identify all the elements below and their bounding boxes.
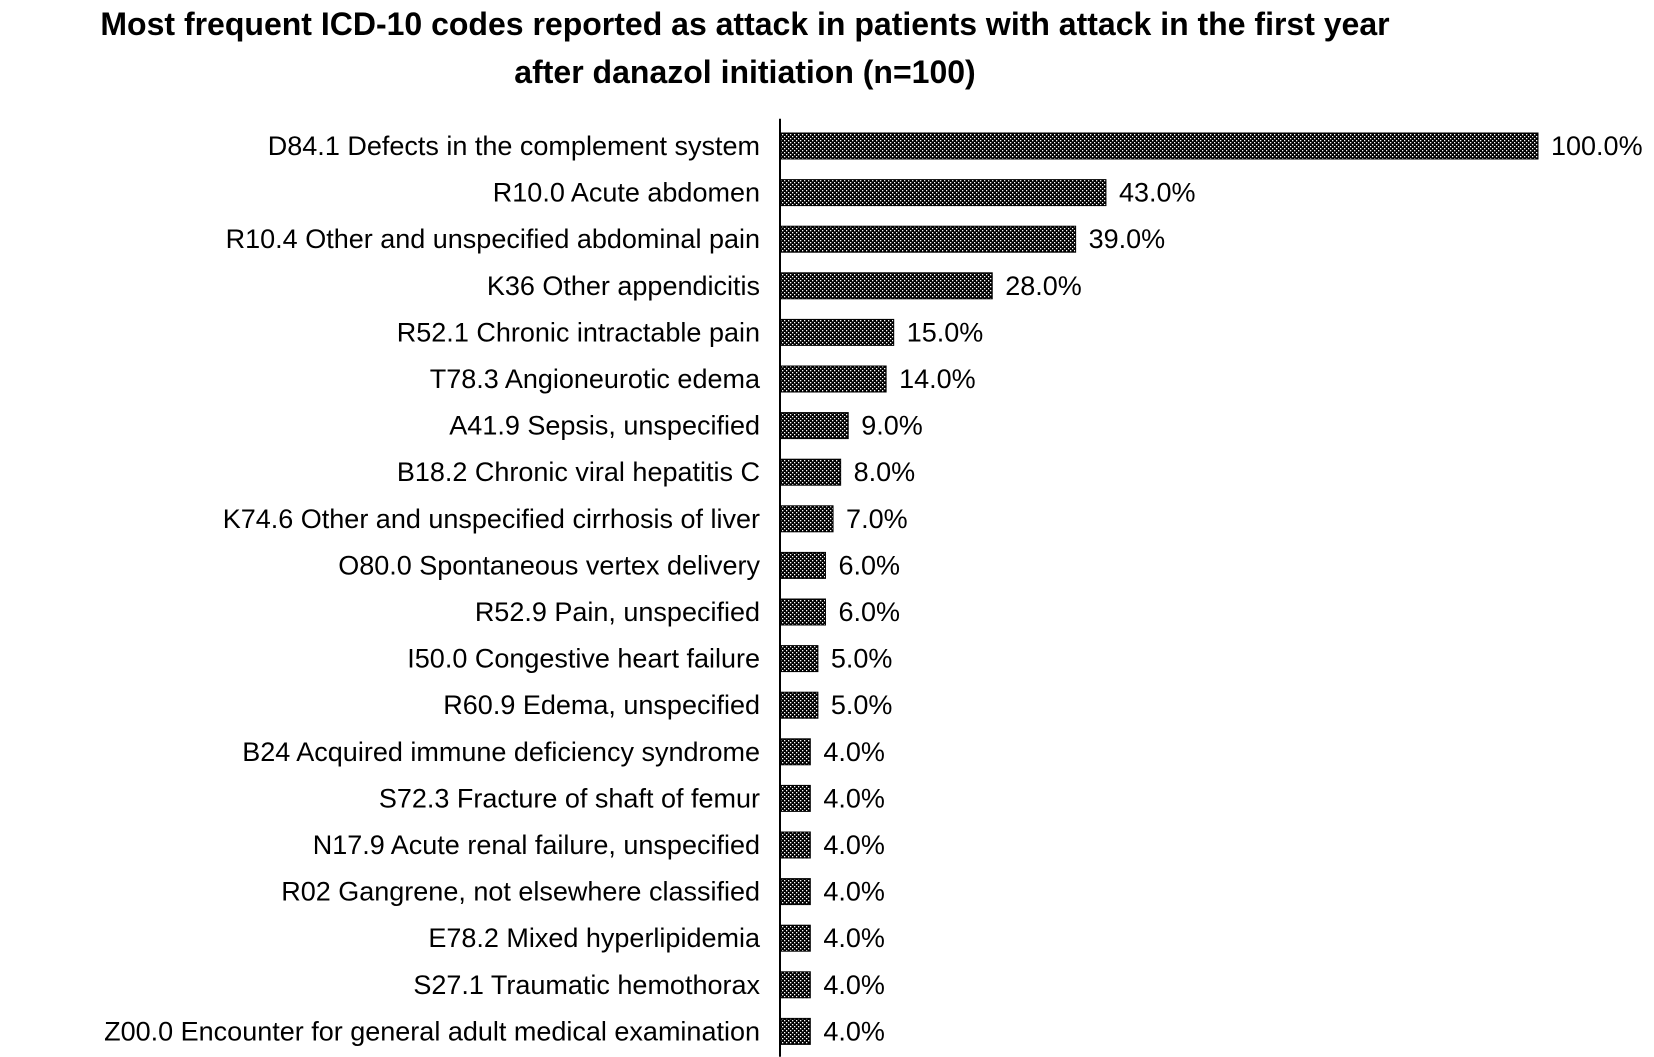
category-label: D84.1 Defects in the complement system [268, 131, 760, 161]
category-label: T78.3 Angioneurotic edema [430, 364, 761, 394]
bars-group [779, 132, 1539, 1045]
value-label: 4.0% [823, 1016, 885, 1046]
bar [779, 645, 819, 673]
bar [779, 505, 834, 533]
value-label: 5.0% [831, 690, 893, 720]
category-label: A41.9 Sepsis, unspecified [449, 411, 760, 441]
category-label: Z00.0 Encounter for general adult medica… [104, 1016, 760, 1046]
category-label: B24 Acquired immune deficiency syndrome [242, 737, 760, 767]
bar [779, 458, 842, 486]
value-label: 4.0% [823, 877, 885, 907]
category-label: R60.9 Edema, unspecified [443, 690, 760, 720]
bar [779, 924, 811, 952]
bar [779, 551, 826, 579]
category-labels-group: D84.1 Defects in the complement system R1… [104, 131, 761, 1046]
category-label: S72.3 Fracture of shaft of femur [379, 783, 760, 813]
value-label: 43.0% [1119, 178, 1196, 208]
category-label: B18.2 Chronic viral hepatitis C [397, 457, 760, 487]
category-label: I50.0 Congestive heart failure [407, 644, 760, 674]
category-label: R10.0 Acute abdomen [493, 178, 760, 208]
category-label: O80.0 Spontaneous vertex delivery [338, 550, 760, 580]
value-label: 4.0% [823, 830, 885, 860]
chart-title-line-1: Most frequent ICD-10 codes reported as a… [100, 6, 1390, 42]
bar [779, 272, 993, 300]
category-label: R52.9 Pain, unspecified [475, 597, 760, 627]
value-label: 28.0% [1005, 271, 1082, 301]
bar [779, 318, 895, 346]
bar [779, 1017, 811, 1045]
value-label: 14.0% [899, 364, 976, 394]
value-label: 6.0% [838, 597, 900, 627]
value-label: 4.0% [823, 737, 885, 767]
chart-title-line-2: after danazol initiation (n=100) [514, 54, 976, 90]
value-label: 6.0% [838, 550, 900, 580]
value-labels-group: 100.0% 43.0% 39.0%28.0% 15.0% 14.0% 9.0% 8.0% 7… [823, 131, 1642, 1046]
value-label: 4.0% [823, 783, 885, 813]
category-label: K74.6 Other and unspecified cirrhosis of… [223, 504, 760, 534]
chart-title: Most frequent ICD-10 codes reported as a… [0, 0, 1490, 96]
category-label: E78.2 Mixed hyperlipidemia [428, 923, 761, 953]
bar [779, 738, 811, 766]
category-label: R52.1 Chronic intractable pain [397, 317, 760, 347]
bar [779, 132, 1539, 160]
value-label: 7.0% [846, 504, 908, 534]
value-label: 100.0% [1551, 131, 1643, 161]
value-label: 4.0% [823, 970, 885, 1000]
value-label: 15.0% [907, 317, 984, 347]
bar [779, 365, 887, 393]
category-label: R10.4 Other and unspecified abdominal pa… [226, 224, 760, 254]
bar [779, 971, 811, 999]
bar [779, 691, 819, 719]
bar [779, 179, 1107, 207]
bar [779, 831, 811, 859]
category-label: S27.1 Traumatic hemothorax [413, 970, 760, 1000]
bar [779, 878, 811, 906]
value-label: 39.0% [1089, 224, 1166, 254]
value-label: 4.0% [823, 923, 885, 953]
bar [779, 598, 826, 626]
value-label: 8.0% [854, 457, 916, 487]
bar [779, 412, 849, 440]
bar [779, 225, 1077, 253]
category-label: R02 Gangrene, not elsewhere classified [281, 877, 760, 907]
category-label: K36 Other appendicitis [487, 271, 760, 301]
bar [779, 784, 811, 812]
category-label: N17.9 Acute renal failure, unspecified [313, 830, 760, 860]
value-label: 9.0% [861, 411, 923, 441]
value-label: 5.0% [831, 644, 893, 674]
